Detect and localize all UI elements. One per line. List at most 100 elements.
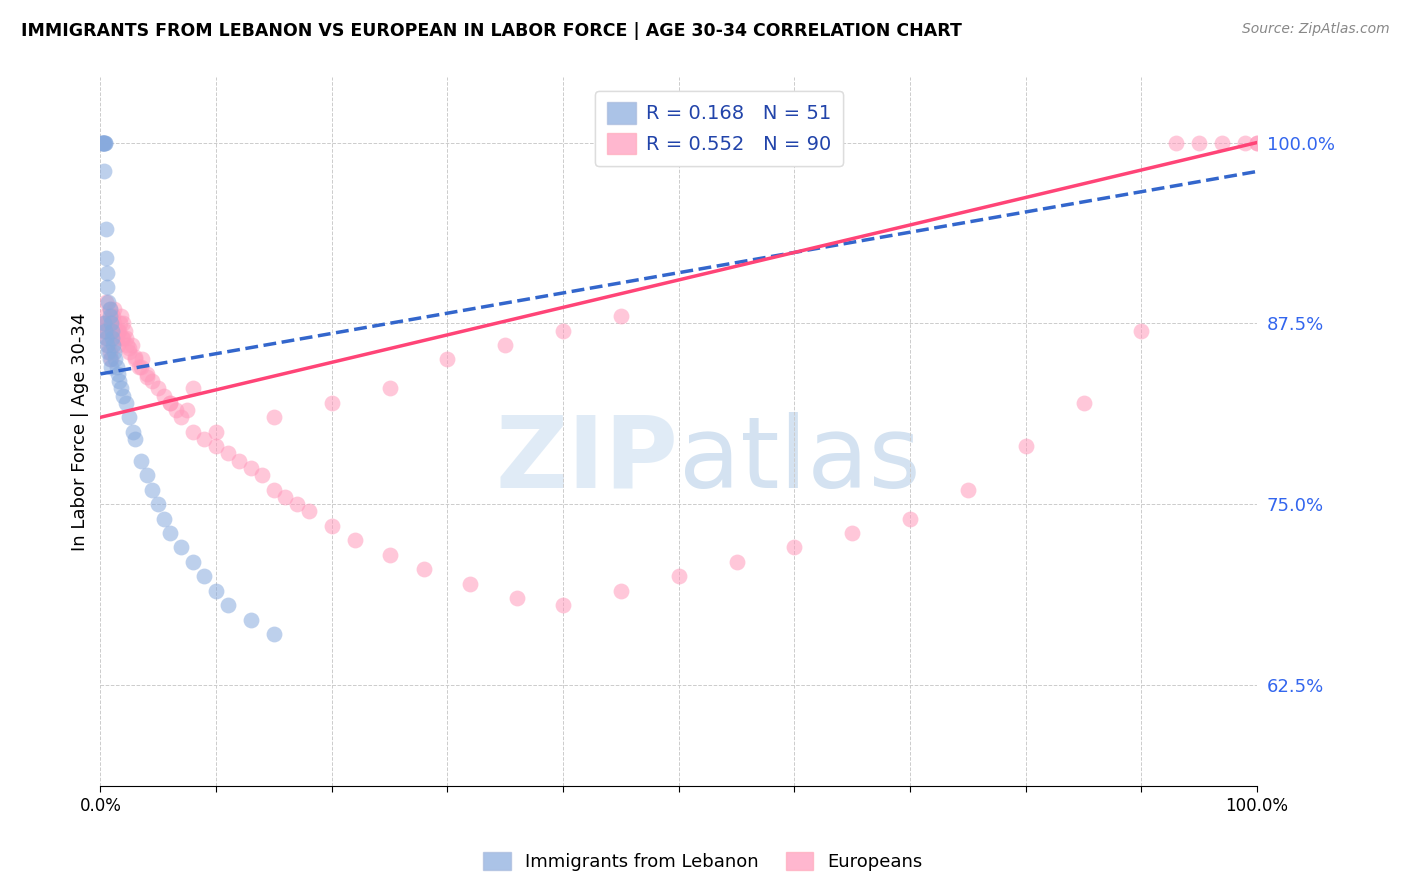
Point [159,526,181,541]
Point [181,425,204,439]
Point [135,367,157,381]
Point [460,576,482,591]
Point [101,331,124,345]
Point [668,569,690,583]
Point [413,562,436,576]
Point [114,331,136,345]
Point [98,309,121,323]
Point [93,309,115,323]
Point [135,369,157,384]
Point [725,555,748,569]
Point [91,316,114,330]
Point [378,381,401,395]
Point [141,483,163,497]
Point [181,381,204,395]
Point [108,324,131,338]
Point [506,591,529,606]
Point [94,324,117,338]
Point [239,613,262,627]
Point [94,294,117,309]
Point [90,324,112,338]
Point [93,164,115,178]
Point [96,266,118,280]
Point [1211,136,1233,150]
Point [91,136,114,150]
Point [1246,136,1268,150]
Point [898,511,921,525]
Point [93,136,115,150]
Point [135,468,157,483]
Point [129,454,152,468]
Point [321,396,343,410]
Point [228,454,250,468]
Point [110,309,132,323]
Point [107,367,129,381]
Point [90,136,112,150]
Point [107,324,129,338]
Point [100,359,122,374]
Legend: Immigrants from Lebanon, Europeans: Immigrants from Lebanon, Europeans [477,845,929,879]
Point [181,555,204,569]
Point [193,569,215,583]
Point [94,136,117,150]
Point [436,352,458,367]
Point [193,432,215,446]
Point [96,280,118,294]
Point [165,403,187,417]
Point [94,324,117,338]
Point [239,461,262,475]
Text: atlas: atlas [679,411,921,508]
Point [285,497,308,511]
Point [112,316,135,330]
Point [170,541,193,555]
Point [105,331,128,345]
Point [124,350,146,364]
Point [104,352,127,367]
Point [91,136,114,150]
Point [104,324,127,338]
Point [263,410,285,425]
Point [101,338,124,352]
Point [551,599,574,613]
Point [297,504,319,518]
Point [115,338,138,352]
Point [148,381,170,395]
Point [217,446,239,460]
Point [610,583,633,598]
Point [263,627,285,641]
Point [108,374,131,388]
Point [148,497,170,511]
Point [1130,324,1153,338]
Point [153,389,176,403]
Point [205,439,228,453]
Point [96,338,118,352]
Point [114,324,136,338]
Point [121,425,143,439]
Point [841,526,863,541]
Point [90,136,112,150]
Point [111,331,134,345]
Point [97,294,120,309]
Legend: R = 0.168   N = 51, R = 0.552   N = 90: R = 0.168 N = 51, R = 0.552 N = 90 [596,91,844,166]
Point [114,396,136,410]
Point [141,374,163,388]
Point [103,345,125,359]
Y-axis label: In Labor Force | Age 30-34: In Labor Force | Age 30-34 [72,312,89,551]
Point [97,338,120,352]
Point [105,359,128,374]
Point [551,324,574,338]
Point [94,331,117,345]
Point [103,316,125,330]
Point [93,136,115,150]
Point [94,251,117,265]
Point [94,136,117,150]
Point [1073,396,1095,410]
Point [1164,136,1187,150]
Point [112,331,135,345]
Point [205,583,228,598]
Point [205,425,228,439]
Point [783,541,806,555]
Point [159,396,181,410]
Point [110,381,132,395]
Point [98,352,121,367]
